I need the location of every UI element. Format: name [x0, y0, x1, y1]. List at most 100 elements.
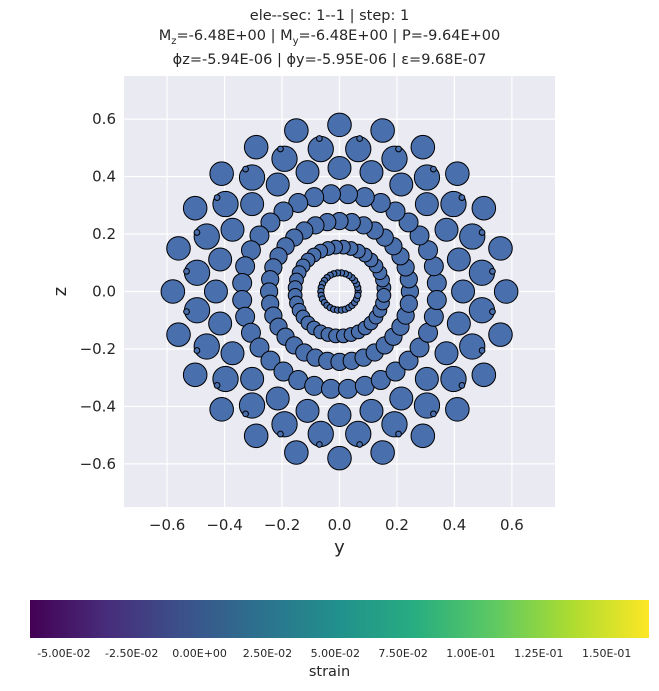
colorbar-tick-label: 0.00E+00	[172, 647, 227, 660]
fiber	[220, 217, 245, 242]
colorbar-tick-label: 7.50E-02	[378, 647, 428, 660]
fiber	[478, 347, 486, 354]
fiber	[418, 240, 439, 261]
fiber	[409, 337, 430, 358]
fiber	[478, 229, 486, 236]
fiber	[327, 112, 352, 138]
title-line-3: ϕz=-5.94E-06 | ϕy=-5.95E-06 | ε=9.68E-07	[172, 52, 487, 68]
x-tick-label: 0.6	[500, 516, 524, 534]
fiber	[260, 212, 281, 233]
fiber	[273, 361, 294, 382]
colorbar-tick-label: 1.50E-01	[581, 647, 632, 660]
y-tick-label: 0.4	[92, 168, 116, 186]
y-axis-label: z	[50, 287, 71, 296]
x-tick-label: 0.2	[385, 516, 409, 534]
fiber	[249, 225, 270, 246]
fiber	[488, 322, 513, 347]
fiber	[458, 382, 466, 389]
fiber	[242, 410, 249, 418]
fiber	[284, 440, 309, 465]
fiber	[193, 229, 201, 236]
fiber	[493, 279, 519, 304]
fiber	[445, 397, 470, 422]
x-tick-label: −0.2	[264, 516, 300, 534]
fiber	[414, 192, 439, 217]
fiber	[381, 145, 408, 172]
fiber	[430, 410, 437, 418]
x-tick-label: −0.4	[206, 516, 242, 534]
fiber	[209, 161, 234, 186]
fiber	[410, 423, 436, 449]
fiber	[271, 411, 298, 438]
colorbar-tick-label: 2.50E-02	[242, 647, 293, 660]
fiber	[381, 411, 408, 438]
fiber	[315, 441, 323, 448]
y-tick-label: −0.2	[80, 340, 116, 358]
fiber	[354, 187, 375, 208]
fiber	[398, 350, 419, 371]
fiber	[321, 184, 341, 205]
fiber	[182, 362, 208, 388]
y-tick-label: 0.2	[92, 225, 116, 243]
fiber	[370, 370, 391, 391]
fiber	[359, 160, 384, 185]
fiber	[315, 135, 323, 142]
fiber	[395, 145, 402, 153]
fiber	[166, 236, 191, 261]
fiber	[356, 441, 364, 448]
colorbar-tick-label: -2.50E-02	[105, 647, 159, 660]
fiber	[240, 366, 265, 391]
fiber	[284, 118, 309, 143]
fiber	[288, 192, 309, 213]
fiber	[488, 236, 513, 261]
fiber	[295, 160, 320, 185]
fiber	[389, 386, 414, 411]
fiber	[451, 279, 476, 304]
fiber	[489, 267, 496, 275]
fiber	[304, 375, 325, 396]
fiber	[414, 366, 439, 391]
fibers-layer	[160, 112, 519, 471]
fiber	[203, 279, 228, 304]
fiber	[260, 350, 281, 371]
fiber	[370, 440, 395, 465]
colorbar-label: strain	[308, 664, 351, 680]
fiber	[426, 290, 447, 310]
fiber	[410, 134, 436, 160]
colorbar-tick-label: 1.25E-01	[514, 647, 564, 660]
fiber	[243, 134, 269, 160]
y-tick-label: −0.6	[80, 455, 116, 473]
fiber	[423, 306, 444, 327]
fiber	[240, 192, 265, 217]
fiber	[166, 322, 191, 347]
fiber	[370, 118, 395, 143]
colorbar-tick-label: 5.00E-02	[310, 647, 360, 660]
fiber	[354, 291, 362, 300]
fiber	[471, 362, 497, 388]
fiber	[160, 279, 186, 304]
fiber	[295, 398, 320, 423]
fiber	[183, 267, 190, 275]
fiber	[459, 333, 486, 360]
fiber	[459, 223, 486, 250]
fiber	[208, 247, 233, 272]
y-tick-label: 0.6	[92, 110, 116, 128]
fiber	[232, 273, 253, 293]
x-axis-label: y	[334, 537, 345, 558]
fiber	[273, 201, 294, 222]
fiber	[430, 165, 437, 173]
x-ticks: −0.6 −0.4 −0.2 0.0 0.2 0.4 0.6	[149, 516, 524, 534]
fiber	[445, 161, 470, 186]
fiber	[359, 398, 384, 423]
fiber	[356, 135, 364, 142]
fiber	[193, 223, 220, 250]
fiber	[249, 337, 270, 358]
fiber	[338, 378, 358, 399]
fiber	[385, 361, 406, 382]
fiber	[220, 341, 245, 366]
fiber	[327, 445, 352, 471]
fiber	[265, 386, 290, 411]
fiber	[395, 430, 402, 438]
x-tick-label: 0.4	[443, 516, 467, 534]
title-line-1: ele--sec: 1--1 | step: 1	[249, 8, 410, 24]
